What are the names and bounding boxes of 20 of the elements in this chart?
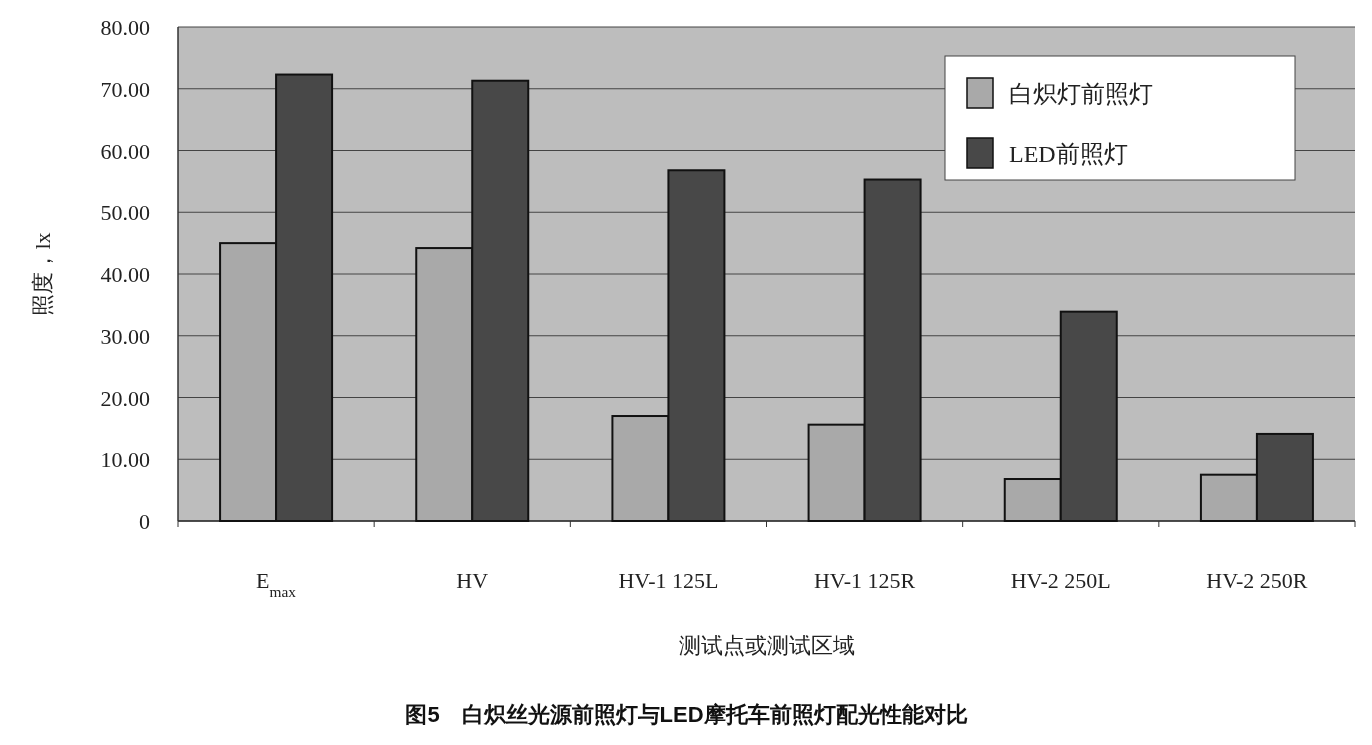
x-tick-label: HV-1 125R [813,568,916,593]
y-tick-label: 20.00 [100,385,150,411]
y-tick-label: 10.00 [100,447,150,473]
legend-label: 白炽灯前照灯 [1009,81,1153,107]
y-tick-label: 0 [139,509,150,534]
legend-label: LED前照灯 [1009,141,1128,167]
y-tick-label: 70.00 [100,76,150,102]
x-tick-label: HV [456,568,489,593]
x-tick-label: E$_{max}$ [256,568,297,600]
y-tick-label: 60.00 [100,138,150,164]
y-axis-title: 照度，lx [30,232,55,316]
y-tick-label: 80.00 [100,15,150,40]
y-tick-label: 30.00 [100,323,150,349]
x-axis-title: 测试点或测试区域 [678,633,855,658]
x-tick-label: HV-2 250L [1010,568,1111,593]
y-tick-label: 40.00 [100,262,150,287]
y-tick-label: 50.00 [100,200,150,226]
x-tick-label: HV-2 250R [1206,568,1308,593]
x-tick-label: HV-1 125L [618,568,719,593]
text: 图5 白炽丝光源前照灯与LED摩托车前照灯配光性能对比 [405,702,968,727]
